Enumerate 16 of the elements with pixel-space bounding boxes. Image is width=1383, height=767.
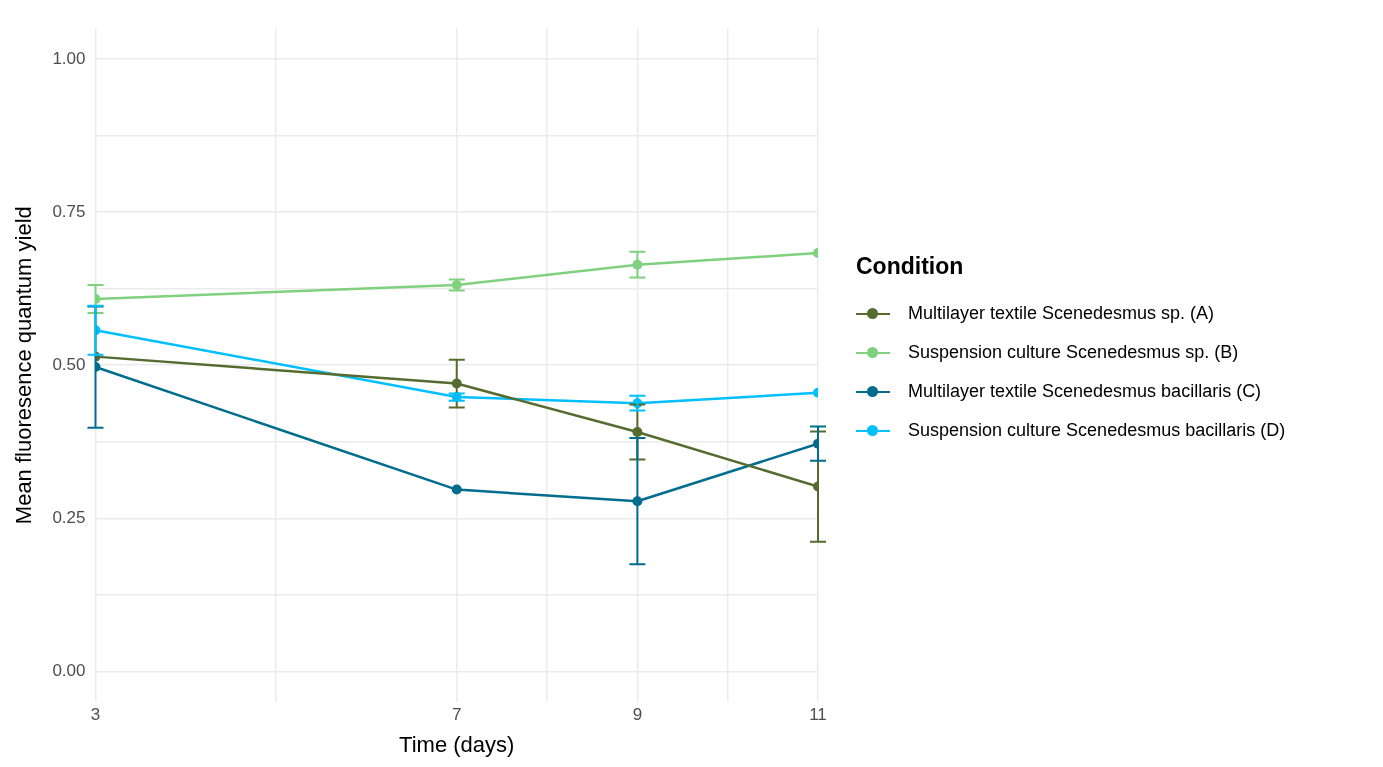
- y-tick-label: 0.25: [52, 508, 86, 528]
- x-tick-label: 7: [452, 705, 462, 725]
- legend-label: Multilayer textile Scenedesmus sp. (A): [908, 303, 1215, 324]
- y-tick-label: 0.75: [52, 201, 86, 221]
- legend-label: Suspension culture Scenedesmus bacillaris (D): [908, 420, 1286, 441]
- y-axis-title: Mean fluoresence quantum yield: [11, 206, 37, 525]
- x-tick-label: 9: [632, 705, 643, 725]
- legend-title: Condition: [856, 253, 965, 280]
- x-axis-title: Time (days): [399, 731, 515, 757]
- y-tick-label: 1.00: [52, 48, 86, 68]
- legend-label: Suspension culture Scenedesmus sp. (B): [908, 342, 1239, 363]
- y-tick-label: 0.50: [52, 354, 86, 374]
- x-tick-label: 11: [809, 705, 827, 725]
- x-tick-label: 3: [90, 705, 101, 725]
- legend-label: Multilayer textile Scenedesmus bacillaris (C): [908, 381, 1262, 402]
- y-tick-label: 0.00: [52, 661, 86, 681]
